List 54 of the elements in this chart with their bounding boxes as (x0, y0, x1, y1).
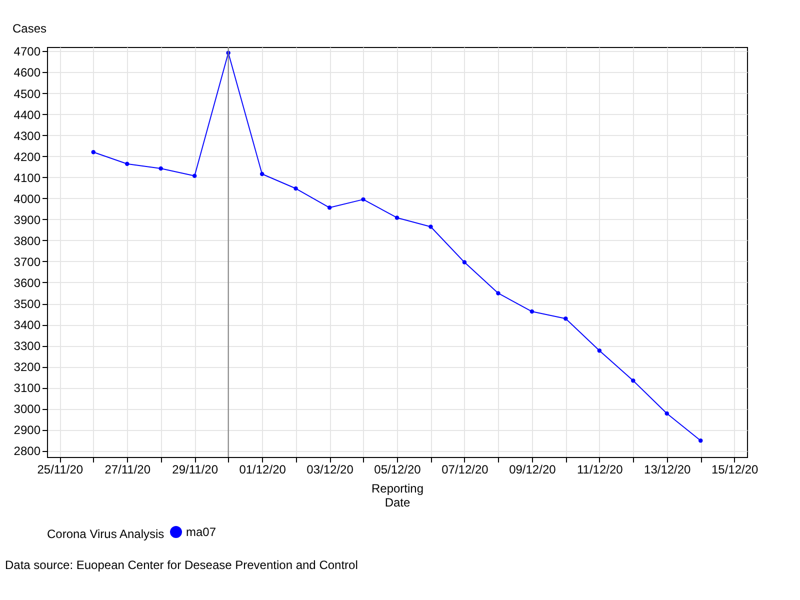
source-note: Data source: Euopean Center for Desease Prevention and Control (5, 558, 358, 572)
point (192, 174, 197, 178)
point (158, 166, 163, 171)
x-tick-label: 05/12/20 (374, 462, 422, 476)
y-tick-label: 3300 (14, 339, 41, 354)
point (462, 260, 467, 264)
y-tick-label: 3200 (14, 360, 41, 374)
y-tick-label: 4000 (14, 192, 41, 206)
point (564, 316, 568, 321)
x-tick-label: 29/11/20 (172, 462, 218, 476)
point (428, 224, 433, 229)
point (260, 172, 264, 176)
point (698, 438, 703, 443)
point (597, 348, 602, 353)
point (394, 216, 400, 220)
y-tick-label: 3100 (14, 381, 41, 396)
x-tick-label: 13/12/20 (644, 462, 692, 476)
y-tick-label: 3400 (14, 318, 41, 332)
x-tick-label: 09/12/20 (509, 462, 556, 476)
x-tick-label: 03/12/20 (306, 462, 354, 476)
point (361, 197, 366, 202)
x-axis-title: Reporting Date (371, 482, 424, 510)
y-axis-title: Cases (12, 22, 47, 36)
point (91, 150, 96, 154)
point (631, 378, 636, 383)
point (125, 162, 130, 166)
x-tick-label: 07/12/20 (442, 462, 489, 476)
y-tick-label: 3800 (14, 234, 41, 248)
y-tick-label: 3900 (14, 212, 41, 227)
y-tick-label: 4700 (14, 44, 41, 59)
y-tick-label: 4100 (14, 170, 41, 185)
y-tick-label: 3600 (14, 276, 41, 290)
y-tick-label: 3000 (14, 402, 41, 416)
y-tick-label: 4500 (14, 86, 41, 101)
y-tick-label: 4400 (14, 108, 41, 122)
y-tick-label: 4200 (14, 150, 41, 164)
point (294, 186, 298, 191)
y-tick-label: 4300 (14, 128, 41, 143)
x-tick-label: 25/11/20 (37, 462, 84, 476)
legend-label: ma07 (186, 525, 216, 539)
x-tick-label: 27/11/20 (104, 462, 151, 476)
point (664, 411, 669, 416)
legend-title: Corona Virus Analysis (47, 527, 164, 541)
point (530, 309, 534, 314)
x-tick-label: 11/12/20 (576, 462, 624, 476)
point (496, 291, 500, 296)
y-tick-label: 4600 (14, 66, 41, 80)
y-tick-label: 2800 (14, 444, 41, 458)
y-tick-label: 3500 (14, 297, 41, 312)
x-tick-label: 01/12/20 (239, 462, 286, 476)
y-tick-label: 3700 (14, 254, 41, 269)
x-tick-label: 15/12/20 (711, 462, 759, 476)
point (327, 206, 332, 210)
y-tick-label: 2900 (14, 423, 41, 438)
